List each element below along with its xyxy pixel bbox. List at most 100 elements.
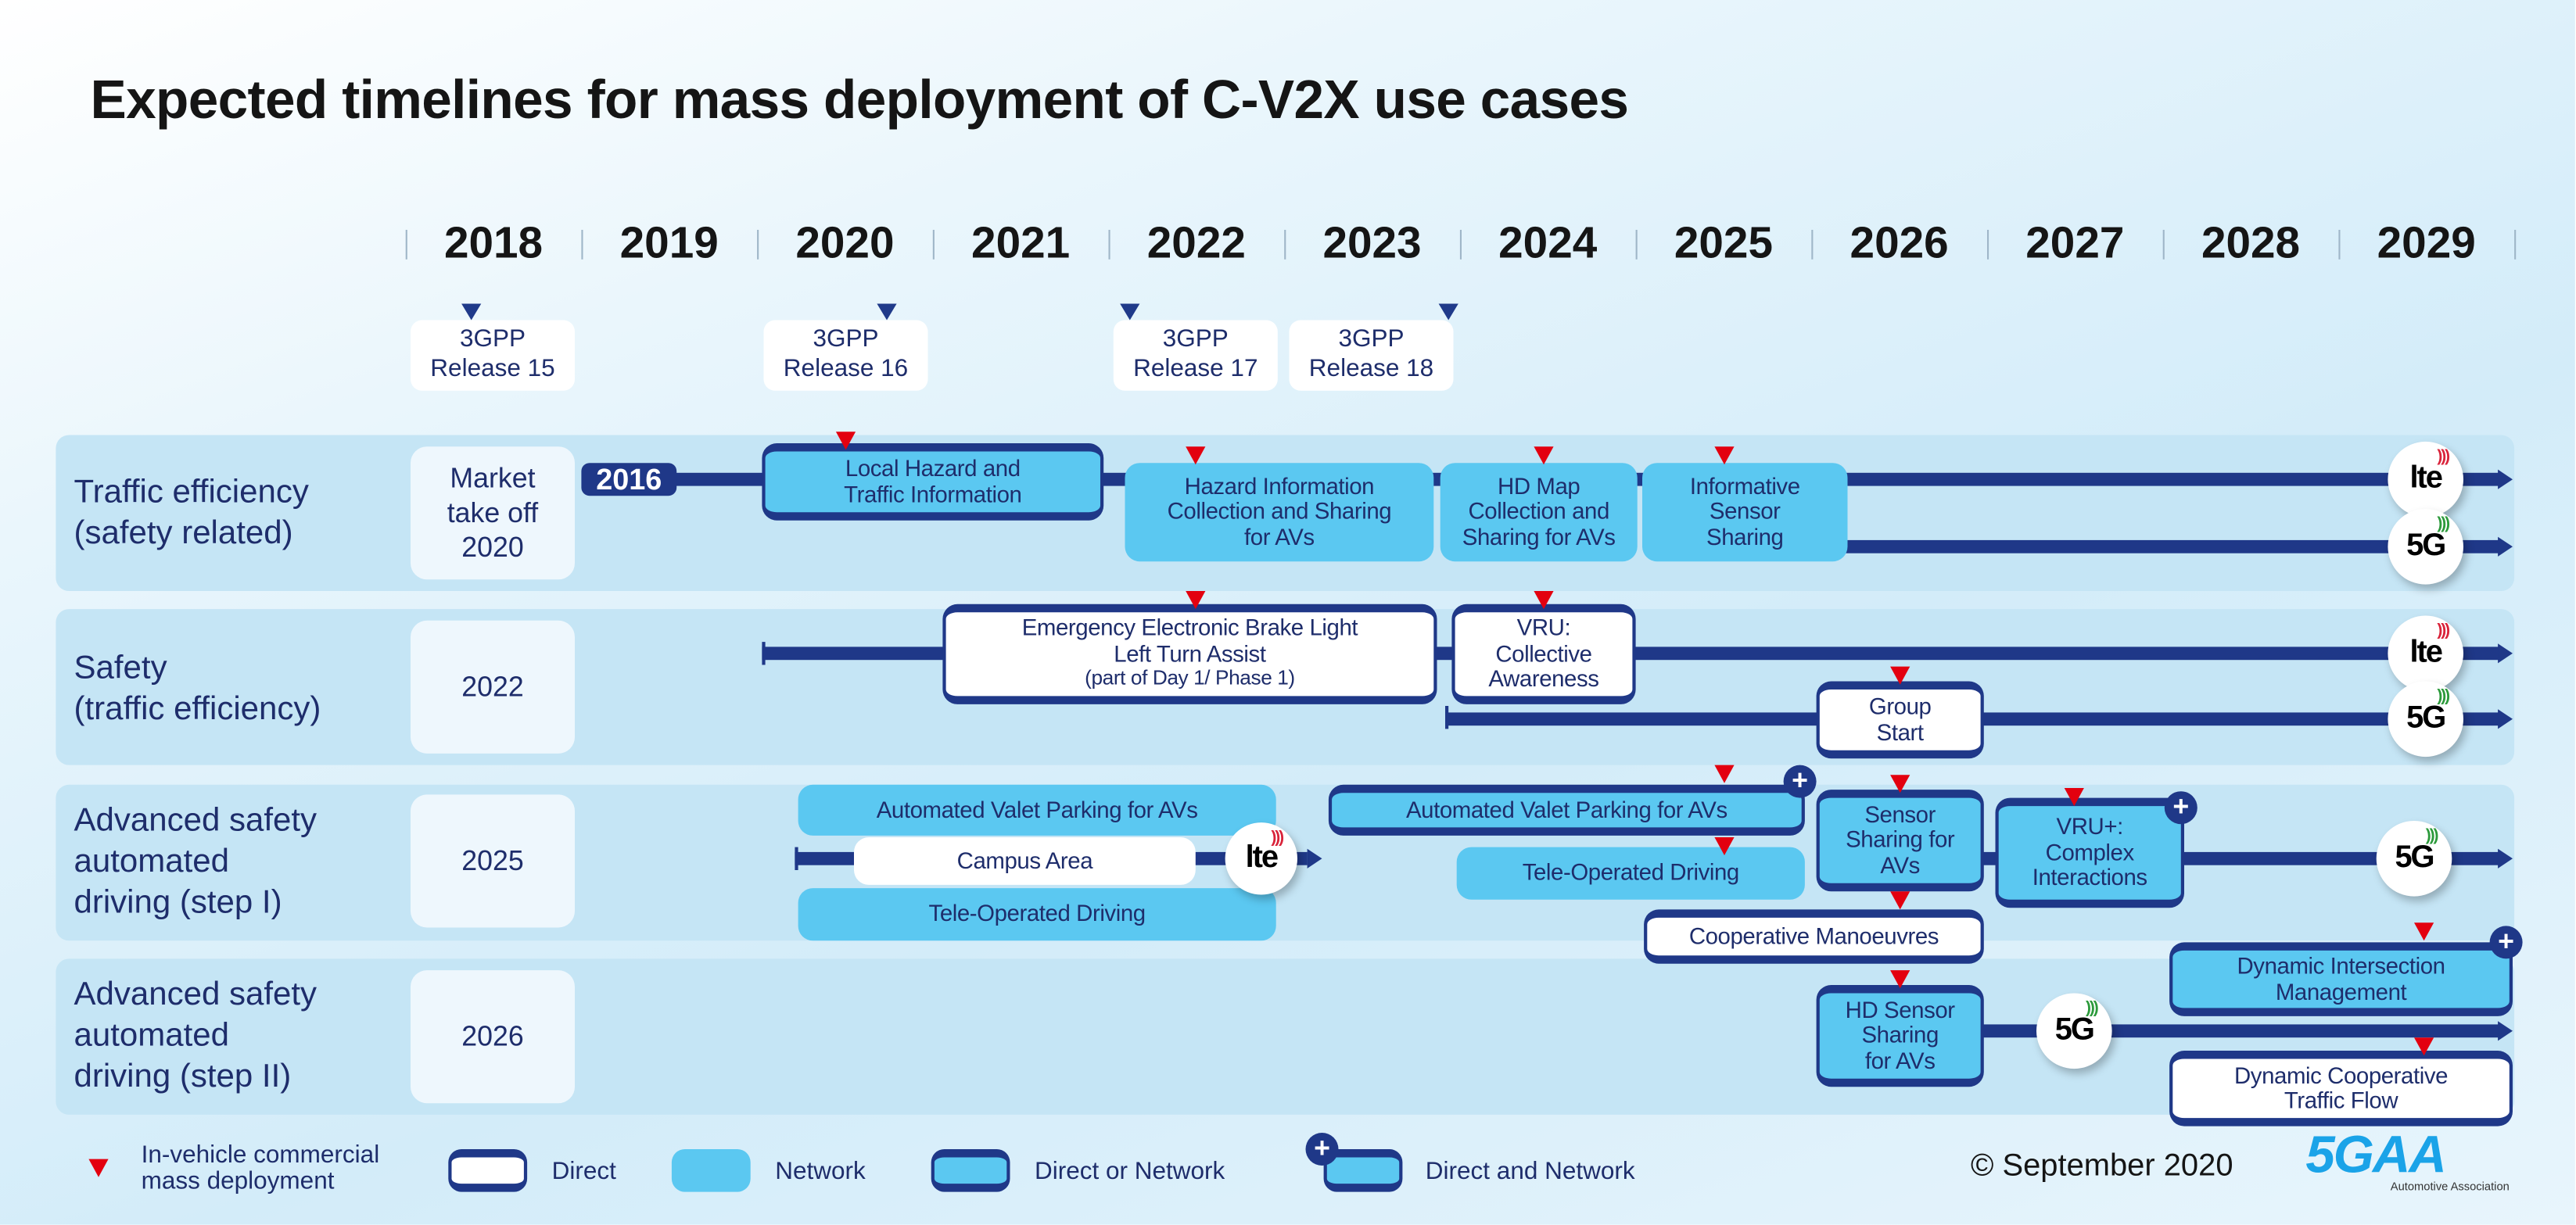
- deployment-marker-icon: [1534, 446, 1554, 465]
- deployment-marker-icon: [2413, 922, 2434, 941]
- box-teleop-early: Tele-Operated Driving: [798, 888, 1276, 941]
- box-dyn-intersection: Dynamic Intersection Management: [2169, 942, 2513, 1016]
- plus-icon: +: [2489, 926, 2523, 959]
- box-vru: VRU: Collective Awareness: [1451, 604, 1636, 704]
- year-label: 2024: [1498, 218, 1598, 268]
- row-label: Advanced safety automated driving (step …: [74, 802, 318, 922]
- box-eebl-title: Emergency Electronic Brake Light Left Tu…: [1021, 614, 1358, 667]
- copyright: © September 2020: [1971, 1148, 2233, 1184]
- legend-direct-label: Direct: [551, 1157, 616, 1186]
- plus-icon: +: [1305, 1132, 1339, 1166]
- year-label: 2019: [619, 218, 719, 268]
- release-15: 3GPP Release 15: [411, 320, 575, 391]
- deployment-marker-icon: [835, 432, 856, 450]
- arrow-icon: [1307, 848, 1322, 869]
- year-separator: [2514, 230, 2517, 260]
- year-separator: [1635, 230, 1638, 260]
- box-coop-manoeuvres: Cooperative Manoeuvres: [1644, 909, 1984, 964]
- deployment-marker-icon: [1534, 590, 1554, 610]
- release-marker-icon: [877, 303, 897, 321]
- deployment-marker-icon: [1890, 666, 1910, 685]
- arrow-icon: [2498, 469, 2513, 489]
- lte-icon: ))) lte: [2388, 441, 2463, 518]
- release-16: 3GPP Release 16: [763, 320, 928, 391]
- lte-icon: ))) lte: [1225, 822, 1297, 895]
- year-separator: [1811, 230, 1814, 260]
- box-group-start: Group Start: [1816, 681, 1984, 759]
- box-local-hazard: Local Hazard and Traffic Information: [762, 443, 1104, 521]
- 5gaa-logo: 5GAA Automotive Association: [2305, 1126, 2509, 1194]
- plus-icon: +: [2164, 791, 2197, 825]
- box-hazard-info: Hazard Information Collection and Sharin…: [1125, 463, 1434, 562]
- row-date: 2025: [411, 794, 575, 928]
- row-date: 2022: [411, 620, 575, 754]
- deployment-marker-icon: [1890, 775, 1910, 793]
- box-vru-plus: VRU+: Complex Interactions: [1995, 797, 2184, 908]
- 5g-icon: ))) 5G: [2388, 509, 2463, 585]
- release-marker-icon: [1120, 303, 1140, 321]
- year-label: 2027: [2025, 218, 2125, 268]
- row-label: Safety (traffic efficiency): [74, 650, 321, 728]
- release-marker-icon: [1438, 303, 1458, 321]
- logo-tagline: Automotive Association: [2390, 1181, 2510, 1194]
- legend-network-swatch: [671, 1148, 751, 1192]
- 5g-icon: ))) 5G: [2388, 681, 2463, 758]
- arrow-icon: [2498, 848, 2513, 869]
- year-separator: [581, 230, 583, 260]
- deployment-marker-icon: [1714, 446, 1735, 465]
- box-avp: Automated Valet Parking for AVs: [1328, 784, 1805, 836]
- year-label: 2023: [1322, 218, 1422, 268]
- year-label: 2025: [1674, 218, 1774, 268]
- year-separator: [757, 230, 759, 260]
- year-separator: [1459, 230, 1462, 260]
- arrow-icon: [2498, 1021, 2513, 1041]
- 5g-icon: ))) 5G: [2376, 821, 2452, 897]
- 5g-icon: ))) 5G: [2036, 993, 2112, 1069]
- year-label: 2028: [2201, 218, 2301, 268]
- box-sensor-sharing: Sensor Sharing for AVs: [1816, 790, 1984, 892]
- deployment-marker-icon: [1714, 837, 1735, 856]
- deployment-marker-icon: [1186, 590, 1206, 610]
- release-marker-icon: [461, 303, 482, 321]
- release-17: 3GPP Release 17: [1113, 320, 1278, 391]
- arrow-icon: [2498, 709, 2513, 729]
- deployment-marker-icon: [1890, 970, 1910, 989]
- row-date: 2026: [411, 970, 575, 1104]
- year-separator: [2338, 230, 2341, 260]
- year-label: 2021: [971, 218, 1071, 268]
- deployment-marker-icon: [2064, 787, 2084, 807]
- box-informative-sensor: Informative Sensor Sharing: [1642, 463, 1848, 562]
- start-year-pill: 2016: [581, 463, 677, 496]
- year-separator: [932, 230, 935, 260]
- release-18: 3GPP Release 18: [1289, 320, 1454, 391]
- year-label: 2022: [1146, 218, 1246, 268]
- arrow-icon: [2498, 643, 2513, 664]
- row-date: Market take off 2020: [411, 446, 575, 580]
- arrow-icon: [2498, 536, 2513, 557]
- deployment-marker-icon: [2413, 1037, 2434, 1056]
- box-hd-sensor: HD Sensor Sharing for AVs: [1816, 985, 1984, 1087]
- page-title: Expected timelines for mass deployment o…: [90, 69, 1629, 130]
- box-dyn-coop-flow: Dynamic Cooperative Traffic Flow: [2169, 1051, 2513, 1126]
- legend-direct-or-network-swatch: [931, 1148, 1010, 1192]
- box-teleop: Tele-Operated Driving: [1456, 847, 1805, 900]
- legend-direct-and-network-swatch: [1323, 1148, 1403, 1192]
- legend-direct-or-network-label: Direct or Network: [1035, 1157, 1225, 1186]
- year-label: 2018: [443, 218, 544, 268]
- logo-mark: 5GAA: [2305, 1124, 2446, 1184]
- box-eebl-note: (part of Day 1/ Phase 1): [1085, 667, 1295, 690]
- legend-network-label: Network: [775, 1157, 866, 1186]
- row-label: Advanced safety automated driving (step …: [74, 976, 318, 1095]
- year-separator: [405, 230, 407, 260]
- box-hd-map: HD Map Collection and Sharing for AVs: [1440, 463, 1638, 562]
- legend-direct-swatch: [448, 1148, 528, 1192]
- box-eebl: Emergency Electronic Brake Light Left Tu…: [942, 604, 1437, 704]
- lte-icon: ))) lte: [2388, 615, 2463, 692]
- year-separator: [1987, 230, 1989, 260]
- deployment-marker-icon: [88, 1159, 109, 1177]
- plus-icon: +: [1783, 765, 1817, 798]
- box-avp-early: Automated Valet Parking for AVs: [798, 784, 1276, 836]
- timeline-line: [1839, 539, 2500, 553]
- year-label: 2029: [2377, 218, 2476, 268]
